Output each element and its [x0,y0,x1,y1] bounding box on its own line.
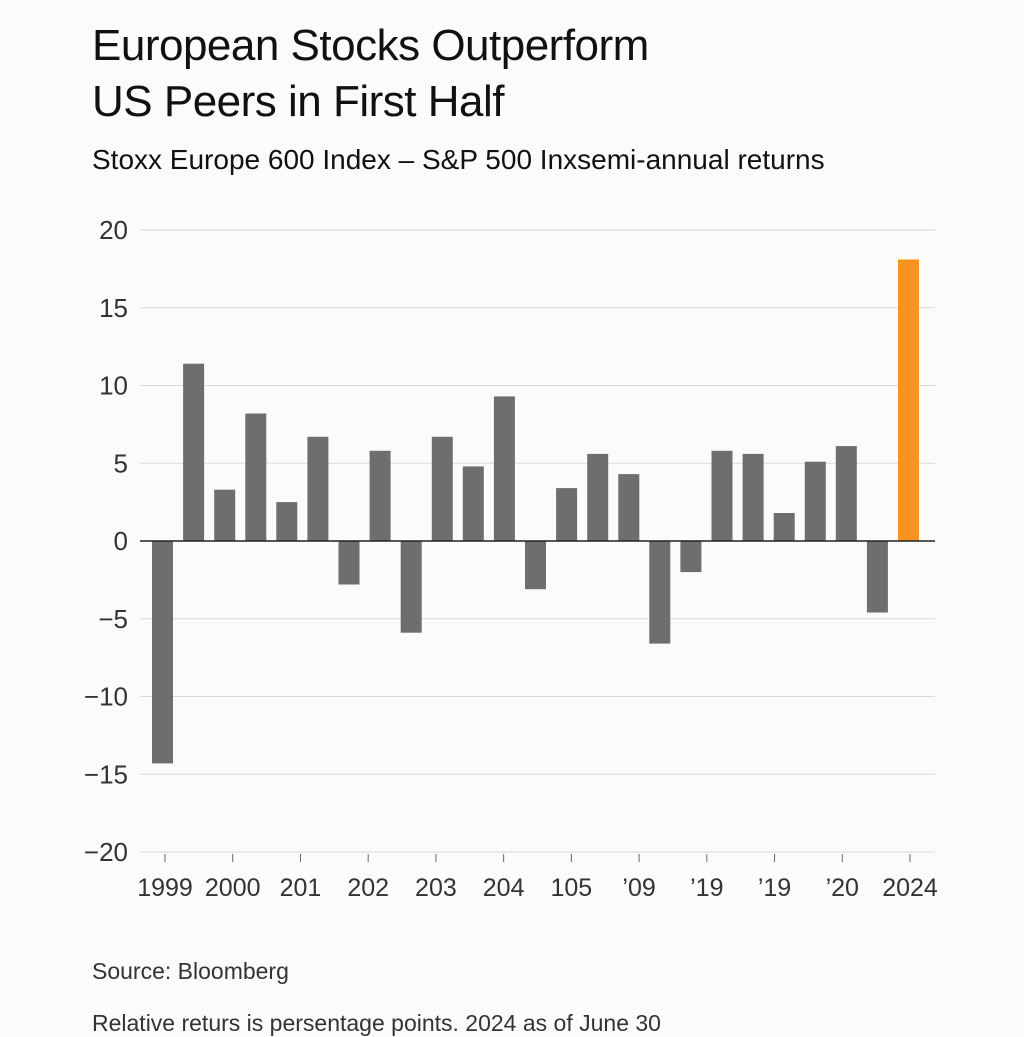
x-tick-label: ’20 [826,874,859,902]
bar [276,502,298,541]
bar [431,436,453,541]
bar [649,541,671,644]
bar [804,461,826,541]
chart-title: European Stocks Outperform US Peers in F… [92,18,992,130]
bar [866,541,888,613]
y-tick-label: 10 [99,371,128,401]
bar [835,446,857,541]
x-tick-label: 1999 [137,874,193,902]
y-tick-label: 15 [99,293,128,323]
x-tick-label: 2000 [205,874,261,902]
y-tick-label: −10 [84,682,128,712]
title-line-2: US Peers in First Half [92,77,504,126]
bar [338,541,360,585]
source-note: Source: Bloomberg [92,958,289,984]
y-tick-label: −20 [84,837,128,867]
bar [493,396,515,541]
x-tick-label: ’19 [690,874,723,902]
x-tick-label: 204 [483,874,525,902]
bar [525,541,546,590]
x-tick-label: 203 [415,874,457,902]
y-tick-label: −5 [98,604,128,634]
bar [773,513,795,541]
chart-subtitle: Stoxx Europe 600 Index – S&P 500 Inxsemi… [92,144,825,175]
x-tick-label: 2024 [882,874,938,902]
bar [680,541,702,573]
x-tick-label: 201 [280,874,322,902]
y-tick-label: 20 [99,215,128,245]
bar [183,363,205,541]
x-tick-label: ’19 [758,874,791,902]
bar [307,436,329,541]
x-tick-label: 105 [551,874,593,902]
y-tick-label: −15 [84,759,128,789]
bar [214,489,236,541]
bar [556,488,578,541]
x-tick-label: ’09 [622,874,655,902]
y-tick-label: 5 [114,448,128,478]
bar [462,466,484,541]
bar [400,541,422,633]
title-line-1: European Stocks Outperform [92,21,649,70]
bar-highlight [898,259,919,541]
bar [587,453,609,541]
bar [152,541,173,764]
bar [369,450,391,541]
bar [711,450,733,541]
x-tick-label: 202 [347,874,389,902]
bar [742,453,764,541]
y-tick-label: 0 [114,526,128,556]
bar [618,474,640,541]
bar [245,413,267,541]
